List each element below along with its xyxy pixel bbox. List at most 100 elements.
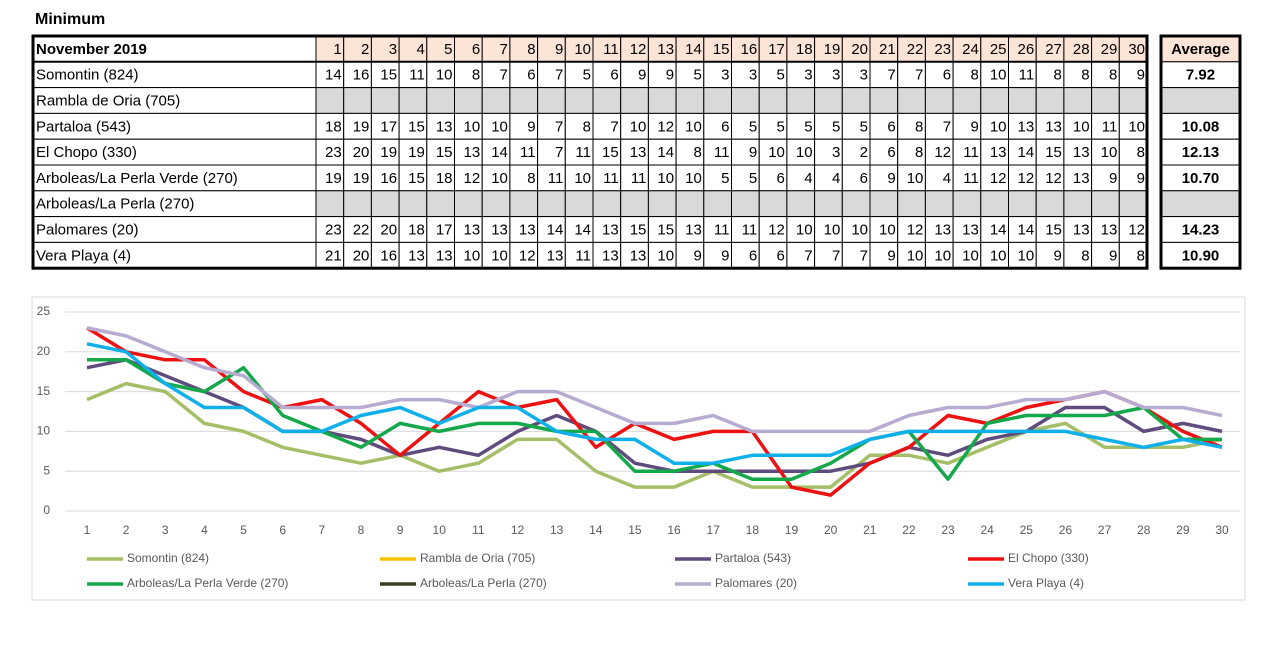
table-value: 12 [990, 170, 1007, 187]
table-cell [620, 112, 649, 140]
table-cell [897, 241, 926, 269]
day-header: 9 [555, 41, 563, 58]
table-cell [398, 87, 428, 114]
table-cell [481, 190, 511, 218]
row-label: Vera Playa (4) [36, 247, 131, 264]
table-value: 16 [353, 67, 370, 84]
legend-label: Rambla de Oria (705) [420, 551, 535, 565]
day-header: 28 [1073, 41, 1090, 58]
table-value: 6 [721, 118, 729, 135]
table-cell [924, 190, 954, 218]
table-value: 13 [519, 221, 536, 238]
day-header: 4 [416, 41, 424, 58]
table-value: 13 [685, 221, 702, 238]
table-cell [869, 138, 899, 166]
table-value: 5 [721, 170, 729, 187]
table-cell [675, 112, 705, 140]
table-value: 11 [714, 221, 730, 238]
table-value: 13 [1073, 221, 1090, 238]
table-value: 22 [353, 221, 370, 238]
table-value: 10 [879, 221, 896, 238]
table-value: 10 [796, 221, 813, 238]
table-value: 19 [353, 170, 370, 187]
table-value: 10 [907, 170, 924, 187]
x-tick-label: 25 [1020, 523, 1034, 537]
table-value: 7 [555, 144, 563, 161]
table-value: 18 [436, 170, 453, 187]
table-value: 8 [915, 144, 923, 161]
table-cell [647, 190, 677, 218]
table-cell [592, 61, 622, 89]
table-cell [1063, 87, 1093, 114]
table-cell [370, 87, 400, 114]
table-cell [620, 216, 649, 243]
table-value: 11 [714, 144, 730, 161]
table-cell [786, 164, 816, 192]
table-cell [1008, 164, 1037, 192]
day-header: 30 [1128, 41, 1145, 58]
table-value: 5 [832, 118, 840, 135]
table-value: 11 [1102, 118, 1118, 135]
row-label: Arboleas/La Perla (270) [36, 196, 194, 213]
table-cell [841, 87, 871, 114]
table-cell [1035, 87, 1065, 114]
x-tick-label: 13 [550, 523, 564, 537]
table-cell [675, 87, 705, 114]
table-value: 15 [408, 118, 425, 135]
x-tick-label: 20 [824, 523, 838, 537]
row-label: Rambla de Oria (705) [36, 92, 180, 109]
table-value: 9 [721, 247, 729, 264]
table-value: 19 [380, 144, 397, 161]
table-cell [370, 164, 400, 192]
table-value: 15 [436, 144, 453, 161]
table-cell [620, 164, 649, 192]
table-cell [1118, 164, 1148, 192]
x-tick-label: 14 [589, 523, 603, 537]
day-header: 15 [713, 41, 730, 58]
table-cell [758, 190, 788, 218]
table-value: 13 [1073, 144, 1090, 161]
table-value: 19 [325, 170, 342, 187]
table-cell [841, 112, 871, 140]
table-value: 23 [325, 144, 342, 161]
table-value: 7 [887, 67, 895, 84]
table-value: 13 [464, 221, 481, 238]
table-cell [343, 190, 372, 218]
table-value: 9 [1137, 170, 1145, 187]
table-value: 2 [860, 144, 868, 161]
table-value: 9 [1054, 247, 1062, 264]
average-value: 14.23 [1182, 221, 1220, 238]
table-cell [343, 112, 372, 140]
chart-frame [31, 296, 1246, 601]
x-tick-label: 5 [240, 523, 247, 537]
table-value: 7 [500, 67, 508, 84]
table-cell [564, 241, 594, 269]
table-cell [869, 112, 899, 140]
table-value: 3 [721, 67, 729, 84]
table-cell [675, 138, 705, 166]
table-cell [731, 138, 760, 166]
table-cell [315, 112, 345, 140]
table-cell [841, 241, 871, 269]
table-cell [1118, 216, 1148, 243]
table-value: 11 [575, 144, 591, 161]
table-value: 12 [464, 170, 481, 187]
table-value: 18 [408, 221, 425, 238]
table-value: 8 [527, 170, 535, 187]
table-cell [952, 87, 982, 114]
table-cell [537, 87, 566, 114]
table-value: 11 [631, 170, 647, 187]
table-value: 17 [380, 118, 397, 135]
x-tick-label: 10 [433, 523, 447, 537]
table-cell [343, 87, 372, 114]
table-value: 9 [527, 118, 535, 135]
table-cell [952, 216, 982, 243]
x-tick-label: 22 [902, 523, 916, 537]
table-cell [952, 190, 982, 218]
table-cell [675, 190, 705, 218]
table-value: 12 [657, 118, 674, 135]
x-tick-label: 1 [84, 523, 91, 537]
table-value: 17 [436, 221, 453, 238]
table-cell [32, 87, 317, 114]
day-header: 20 [851, 41, 868, 58]
